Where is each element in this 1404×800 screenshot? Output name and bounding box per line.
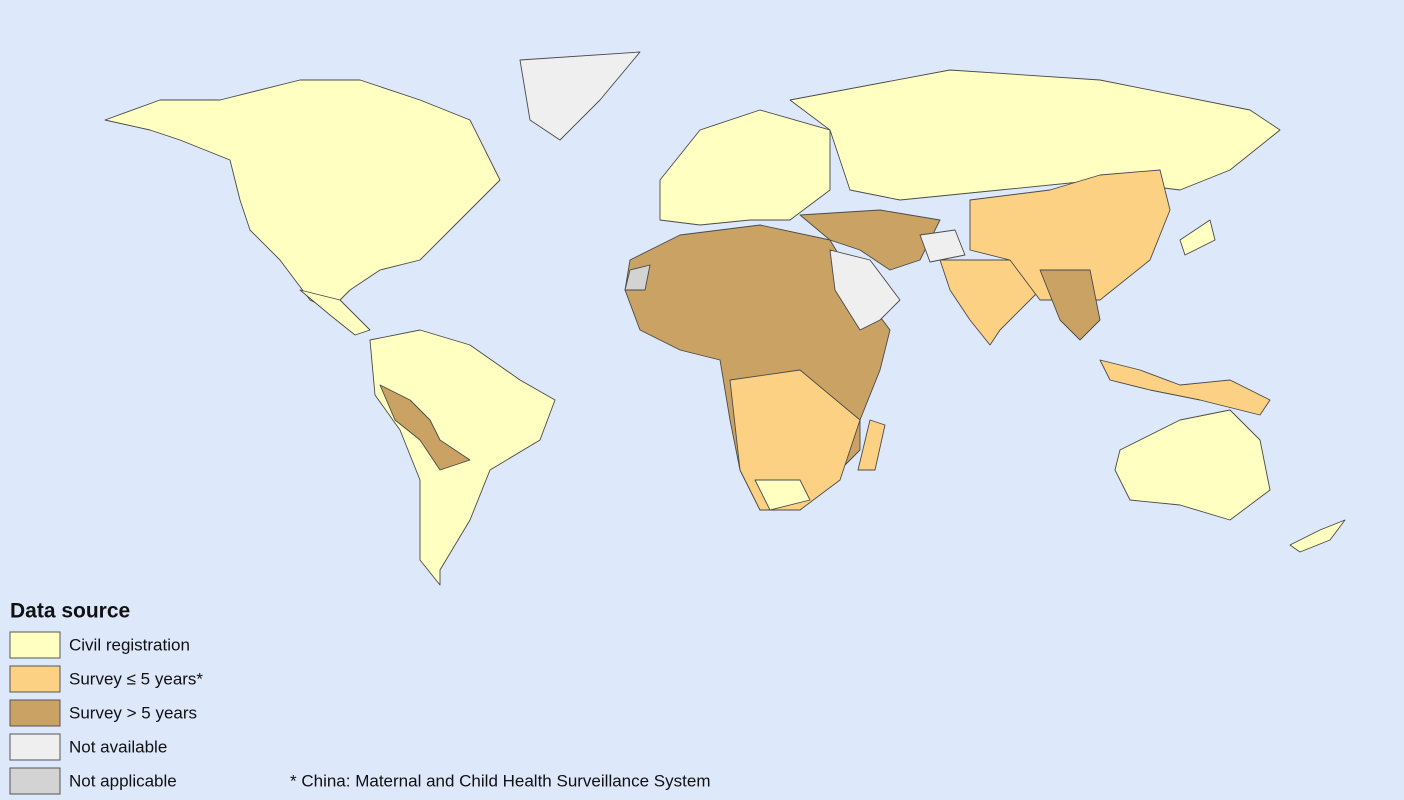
legend-label: Survey ≤ 5 years* xyxy=(69,669,203,688)
south-africa xyxy=(754,479,811,511)
europe xyxy=(659,109,831,226)
australia xyxy=(1114,409,1271,521)
southeast-asia xyxy=(1039,269,1101,341)
legend-swatch xyxy=(9,733,61,761)
central-america xyxy=(299,289,371,336)
north-america xyxy=(104,79,501,311)
footnote: * China: Maternal and Child Health Surve… xyxy=(290,771,710,790)
regions xyxy=(104,51,1346,586)
greenland xyxy=(519,51,641,141)
china xyxy=(969,169,1171,301)
arabia xyxy=(829,249,901,331)
indonesia xyxy=(1099,359,1271,416)
legend: Civil registration Survey ≤ 5 years* Surve… xyxy=(9,631,203,795)
new-zealand xyxy=(1289,519,1346,553)
japan xyxy=(1179,219,1216,256)
legend-label: Not applicable xyxy=(69,771,177,790)
russia xyxy=(789,69,1281,201)
legend-label: Not available xyxy=(69,737,167,756)
legend-swatch xyxy=(9,665,61,693)
legend-swatch xyxy=(9,767,61,795)
afghanistan xyxy=(919,229,966,263)
legend-swatch xyxy=(9,699,61,727)
peru-bolivia xyxy=(379,384,471,471)
middle-east xyxy=(799,209,941,271)
africa-south xyxy=(729,369,861,511)
legend-title: Data source xyxy=(10,600,130,623)
legend-swatch xyxy=(9,631,61,659)
legend-label: Survey > 5 years xyxy=(69,703,197,722)
madagascar xyxy=(857,419,886,471)
legend-label: Civil registration xyxy=(69,635,190,654)
western-sahara xyxy=(624,264,651,291)
